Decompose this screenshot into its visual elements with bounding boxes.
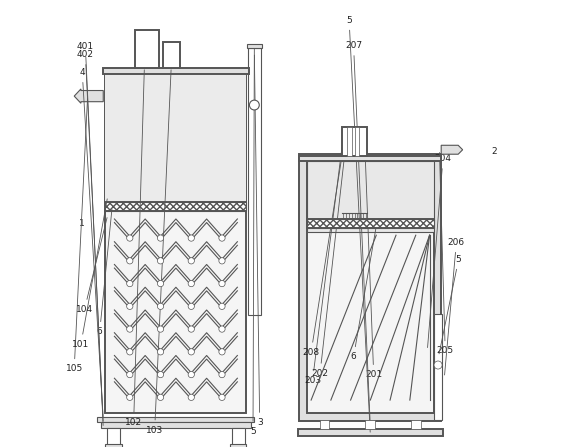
Circle shape xyxy=(219,257,225,264)
Circle shape xyxy=(188,280,194,287)
Circle shape xyxy=(157,303,164,309)
Bar xyxy=(320,420,329,429)
Circle shape xyxy=(127,326,133,332)
Text: 1: 1 xyxy=(79,219,85,228)
Circle shape xyxy=(188,349,194,355)
Bar xyxy=(230,444,246,447)
Circle shape xyxy=(219,235,225,241)
Circle shape xyxy=(157,371,164,378)
Bar xyxy=(307,219,434,228)
Text: 2: 2 xyxy=(492,148,497,156)
Bar xyxy=(107,428,120,445)
Circle shape xyxy=(188,257,194,264)
Text: 4: 4 xyxy=(79,68,103,417)
Text: 101: 101 xyxy=(72,199,107,349)
Circle shape xyxy=(127,235,133,241)
Bar xyxy=(307,161,434,232)
Bar xyxy=(105,202,246,211)
Circle shape xyxy=(188,394,194,401)
Circle shape xyxy=(127,257,133,264)
Circle shape xyxy=(188,371,194,378)
Circle shape xyxy=(157,349,164,355)
Text: 206: 206 xyxy=(445,238,465,375)
Circle shape xyxy=(157,257,164,264)
Circle shape xyxy=(157,326,164,332)
Circle shape xyxy=(250,100,259,110)
Bar xyxy=(342,127,367,156)
Circle shape xyxy=(219,394,225,401)
Text: 203: 203 xyxy=(304,130,344,385)
Bar xyxy=(163,42,180,68)
Text: 5: 5 xyxy=(346,16,370,432)
FancyArrow shape xyxy=(74,89,103,103)
Circle shape xyxy=(219,326,225,332)
Text: 103: 103 xyxy=(146,70,171,434)
Circle shape xyxy=(127,394,133,401)
Bar xyxy=(101,422,251,428)
Bar xyxy=(105,74,246,413)
Circle shape xyxy=(157,280,164,287)
Text: 3: 3 xyxy=(254,55,262,427)
Text: 6: 6 xyxy=(97,209,112,336)
Bar xyxy=(298,429,443,436)
Circle shape xyxy=(188,235,194,241)
Bar xyxy=(103,68,249,74)
Bar xyxy=(355,127,359,156)
Text: 202: 202 xyxy=(311,139,346,378)
Circle shape xyxy=(219,349,225,355)
Circle shape xyxy=(157,394,164,401)
Text: 208: 208 xyxy=(303,156,342,357)
Text: 5: 5 xyxy=(439,255,462,354)
Circle shape xyxy=(127,371,133,378)
Bar xyxy=(232,428,244,445)
Circle shape xyxy=(127,303,133,309)
Bar xyxy=(247,44,262,48)
Text: 401: 401 xyxy=(77,42,103,426)
Text: 205: 205 xyxy=(436,152,454,355)
Bar xyxy=(105,74,246,202)
FancyArrow shape xyxy=(441,145,463,154)
Circle shape xyxy=(188,326,194,332)
Text: 104: 104 xyxy=(76,218,107,314)
Text: 204: 204 xyxy=(428,154,452,348)
Circle shape xyxy=(127,280,133,287)
Circle shape xyxy=(219,303,225,309)
Text: 6: 6 xyxy=(351,226,376,361)
Circle shape xyxy=(127,349,133,355)
Bar xyxy=(300,156,441,161)
Text: 201: 201 xyxy=(365,144,382,379)
Bar xyxy=(97,417,254,422)
Bar xyxy=(365,420,375,429)
Circle shape xyxy=(219,371,225,378)
Bar xyxy=(248,48,261,315)
Circle shape xyxy=(157,235,164,241)
Text: 207: 207 xyxy=(345,41,370,424)
Text: 5: 5 xyxy=(250,48,256,436)
Bar xyxy=(411,420,421,429)
Text: 105: 105 xyxy=(66,99,87,373)
Bar xyxy=(134,30,159,68)
Text: 402: 402 xyxy=(77,50,103,421)
Circle shape xyxy=(219,280,225,287)
Bar xyxy=(307,161,434,413)
Circle shape xyxy=(188,303,194,309)
Bar xyxy=(347,127,352,156)
Text: 102: 102 xyxy=(125,70,144,427)
Bar xyxy=(434,314,442,420)
Circle shape xyxy=(434,361,442,369)
Bar xyxy=(300,154,441,421)
Bar xyxy=(105,444,122,447)
